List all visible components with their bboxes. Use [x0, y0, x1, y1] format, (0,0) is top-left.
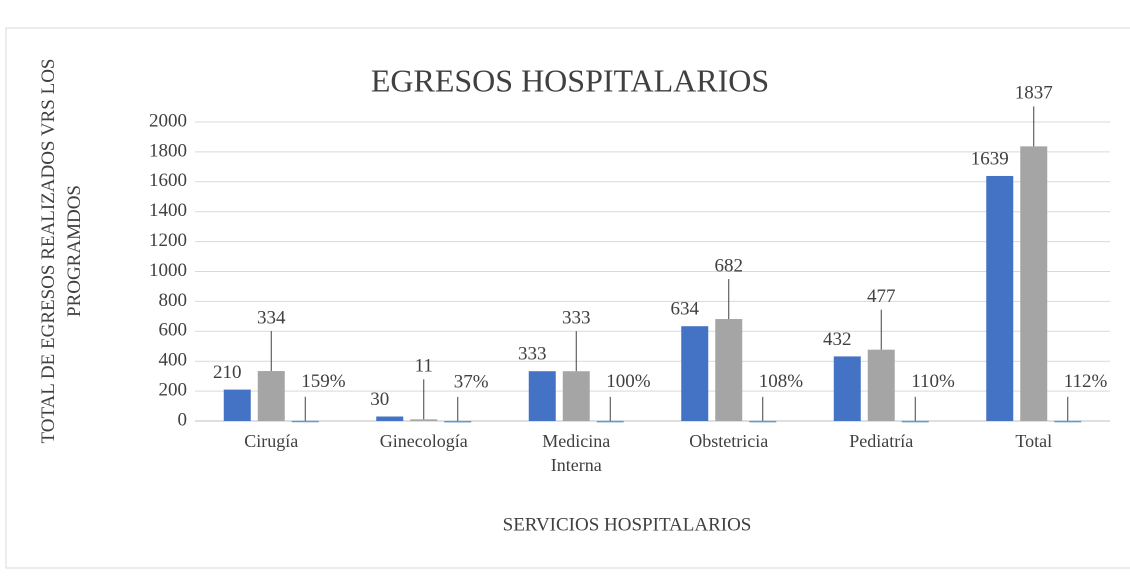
data-label: 1639 [971, 148, 1009, 169]
x-tick-label: Ginecología [379, 431, 468, 451]
bar [376, 416, 404, 421]
bar [901, 420, 929, 423]
bar [562, 371, 590, 421]
data-label: 159% [301, 371, 346, 392]
bar [596, 420, 624, 423]
x-tick-label: Obstetricia [689, 431, 769, 451]
data-label: 432 [823, 329, 852, 350]
x-tick-label: Pediatría [849, 431, 914, 451]
chart-border [5, 27, 1130, 569]
y-axis-title: TOTAL DE EGRESOS REALIZADOS VRS LOS PROG… [38, 58, 85, 444]
bar [833, 356, 861, 421]
y-tick-label: 1800 [149, 140, 187, 161]
y-tick-label: 400 [159, 350, 188, 371]
data-label: 682 [715, 255, 744, 276]
data-label: 634 [671, 299, 700, 320]
y-tick-label: 0 [178, 409, 188, 430]
data-label: 112% [1064, 371, 1108, 392]
data-label: 334 [257, 307, 286, 328]
data-label: 333 [518, 344, 547, 365]
chart-title: EGRESOS HOSPITALARIOS [371, 62, 769, 98]
y-tick-label: 2000 [149, 110, 187, 131]
data-label: 100% [606, 371, 651, 392]
x-tick-label: Cirugía [244, 431, 299, 451]
bar [986, 175, 1014, 421]
y-tick-label: 800 [159, 290, 188, 311]
data-label: 477 [867, 286, 896, 307]
y-tick-label: 1600 [149, 170, 187, 191]
y-tick-label: 1400 [149, 200, 187, 221]
x-tick-label: Total [1015, 431, 1053, 451]
y-tick-label: 1200 [149, 230, 187, 251]
bar [528, 371, 556, 421]
data-label: 37% [454, 371, 489, 392]
data-label: 110% [911, 371, 955, 392]
x-axis-title: SERVICIOS HOSPITALARIOS [503, 514, 752, 535]
data-label: 210 [213, 362, 242, 383]
y-tick-label: 1000 [149, 260, 187, 281]
x-tick-label: Medicina Interna [542, 431, 611, 475]
data-label: 11 [415, 356, 433, 377]
data-label: 333 [562, 308, 591, 329]
bar [681, 326, 709, 421]
y-tick-label: 600 [159, 320, 188, 341]
bar [444, 420, 472, 423]
data-label: 1837 [1015, 83, 1053, 104]
bar [1020, 146, 1048, 421]
y-tick-label: 200 [159, 379, 188, 400]
bar [257, 371, 285, 421]
bar [867, 349, 895, 421]
bar [715, 319, 743, 421]
bar [749, 420, 777, 423]
bar [291, 420, 319, 423]
data-label: 108% [759, 371, 804, 392]
bar [223, 389, 251, 421]
bar [1054, 420, 1082, 423]
bar [410, 419, 438, 421]
data-label: 30 [370, 389, 389, 410]
